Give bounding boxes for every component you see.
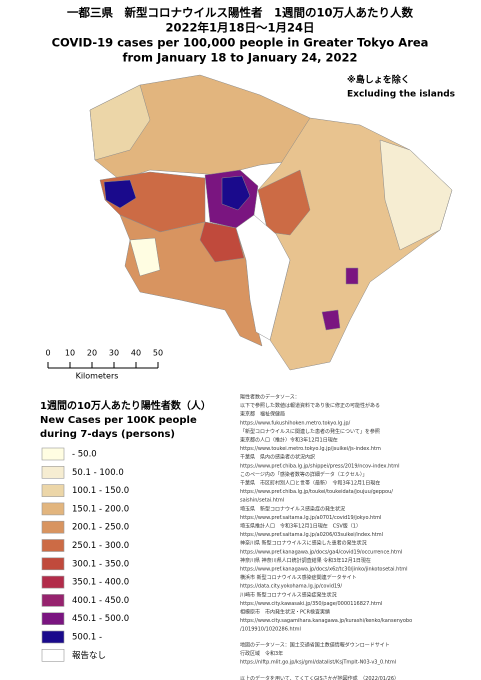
scale-bar: 0 10 20 30 40 50 Kilometers — [45, 349, 163, 381]
scale-unit: Kilometers — [76, 372, 119, 381]
title-line: 2022年1月18日～1月24日 — [165, 21, 314, 35]
legend-label: - 50.0 — [72, 450, 97, 460]
source-line: /1019910/1020286.html — [240, 627, 301, 633]
legend-swatch — [41, 447, 65, 461]
legend-label: 50.1 - 100.0 — [72, 468, 124, 478]
legend: 1週間の10万人あたり陽性者数（人） New Cases per 100K peo… — [40, 399, 211, 662]
source-line: https://www.pref.kanagawa.jp/docs/x6z/tc… — [240, 567, 408, 573]
chiba — [257, 117, 453, 371]
source-line: 神奈川県 新型コロナウイルスに感染した患者の発生状況 — [240, 540, 367, 547]
source-line: https://www.pref.saitama.lg.jp/a0701/cov… — [240, 515, 381, 521]
tokyo-bay — [235, 214, 291, 341]
legend-label: 150.1 - 200.0 — [72, 504, 129, 514]
legend-swatch — [41, 612, 65, 626]
source-line: https://www.pref.kanagawa.jp/docs/ga4/co… — [240, 549, 402, 555]
source-line: 以下で参照した数値は報道資料であり後に修正の可能性がある — [240, 402, 380, 409]
legend-label: 450.1 - 500.0 — [72, 614, 129, 624]
title-line: COVID-19 cases per 100,000 people in Gre… — [52, 36, 429, 50]
legend-swatch — [41, 557, 65, 571]
legend-swatch — [41, 465, 65, 479]
sources: 陽性者数のデータソース：以下で参照した数値は報道資料であり後に修正の可能性がある… — [240, 394, 412, 680]
source-line: https://www.city.sagamihara.kanagawa.jp/… — [240, 618, 412, 624]
legend-title: New Cases per 100K people — [40, 415, 197, 426]
legend-swatch — [41, 575, 65, 589]
chiba-west — [257, 169, 311, 236]
source-line: https://www.pref.saitama.lg.jp/a0206/03s… — [240, 532, 383, 538]
map-source-line: 行政区域 令和3年 — [240, 650, 283, 657]
source-line: 千葉県 県内の感染者の状況内訳 — [240, 454, 315, 461]
scale-label: 30 — [109, 349, 119, 358]
source-line: 神奈川県 神奈川県人口統計調査結果 令和3年12月1日現在 — [240, 557, 371, 564]
source-line: 東京都 福祉保健局 — [240, 411, 285, 418]
kanagawa-east — [199, 221, 245, 263]
chiba-east — [379, 139, 453, 251]
source-line: 陽性者数のデータソース： — [240, 394, 300, 401]
legend-swatch — [41, 502, 65, 516]
legend-label: 200.1 - 250.0 — [72, 523, 129, 533]
legend-swatch — [41, 648, 65, 662]
title-line: 一都三県 新型コロナウイルス陽性者 1週間の10万人あたり人数 — [67, 6, 414, 20]
source-line: このページ内の「感染者数等の詳細データ（エクセル）」 — [240, 471, 367, 478]
note: ※島しょを除く Excluding the islands — [347, 74, 455, 100]
hakone — [129, 237, 161, 277]
tokyo-west-high — [103, 179, 137, 209]
source-line: 横浜市 新型コロナウイルス感染症関連データサイト — [240, 574, 357, 581]
footer: 以上のデータを用いて、てくてくGISさかが地図作成 （2022/01/26） — [240, 675, 399, 680]
tokyo-wards-high — [221, 175, 251, 211]
source-line: 「新型コロナウイルスに関連した患者の発生について」を参照 — [240, 428, 380, 435]
title-line: from January 18 to January 24, 2022 — [122, 51, 357, 65]
legend-swatch — [41, 594, 65, 607]
source-line: https://www.toukei.metro.tokyo.lg.jp/jsu… — [240, 446, 381, 452]
legend-label: 報告なし — [72, 650, 106, 661]
legend-label: 500.1 - — [72, 633, 102, 643]
scale-label: 40 — [131, 349, 141, 358]
source-line: saishin/setai.html — [240, 498, 284, 504]
scale-label: 20 — [87, 349, 97, 358]
source-line: 東京都の人口（推計）令和3年12月1日現在 — [240, 437, 338, 444]
legend-label: 250.1 - 300.0 — [72, 541, 129, 551]
source-line: https://www.fukushihoken.metro.tokyo.lg.… — [240, 420, 350, 426]
source-line: 埼玉県 新型コロナウイルス感染症の発生状況 — [240, 505, 345, 512]
source-line: 埼玉県推計人口 令和3年12月1日現在 CSV版（1） — [240, 523, 361, 530]
legend-label: 300.1 - 350.0 — [72, 559, 129, 569]
legend-swatch — [41, 630, 65, 644]
legend-swatch — [41, 520, 65, 534]
chiba-high-2 — [321, 309, 341, 331]
legend-swatch — [41, 484, 65, 497]
scale-label: 10 — [65, 349, 75, 358]
source-line: https://www.city.kawasaki.jp/350/page/00… — [240, 601, 382, 607]
legend-title: 1週間の10万人あたり陽性者数（人） — [40, 399, 211, 412]
legend-label: 350.1 - 400.0 — [72, 578, 129, 588]
chiba-high-1 — [345, 267, 359, 285]
source-line: 千葉県 市区町村別人口と世帯（最新） 令和3年12月1日現在 — [240, 480, 380, 487]
note-line: Excluding the islands — [347, 90, 455, 100]
scale-label: 50 — [153, 349, 163, 358]
source-line: https://data.city.yokohama.lg.jp/covid19… — [240, 584, 342, 590]
title: 一都三県 新型コロナウイルス陽性者 1週間の10万人あたり人数2022年1月18… — [52, 6, 429, 65]
saitama-west — [89, 84, 151, 161]
map — [89, 74, 453, 371]
source-line: 相模原市 市内発生状況・PCR検査実績 — [240, 609, 330, 616]
legend-label: 400.1 - 450.0 — [72, 596, 129, 606]
map-source-line: https://nlftp.mlit.go.jp/ksj/gml/datalis… — [240, 660, 396, 666]
note-line: ※島しょを除く — [347, 74, 410, 86]
source-line: 川崎市 新型コロナウイルス感染症発生状況 — [240, 591, 337, 598]
scale-label: 0 — [45, 349, 50, 358]
map-source-line: 地図のデータソース：国土交通省国土数値情報ダウンロードサイト — [240, 641, 390, 648]
legend-title: during 7-days (persons) — [40, 429, 175, 440]
legend-label: 100.1 - 150.0 — [72, 486, 129, 496]
source-line: https://www.pref.chiba.lg.jp/toukei/touk… — [240, 489, 393, 495]
source-line: https://www.pref.chiba.lg.jp/shippei/pre… — [240, 463, 399, 469]
legend-swatch — [41, 539, 65, 552]
